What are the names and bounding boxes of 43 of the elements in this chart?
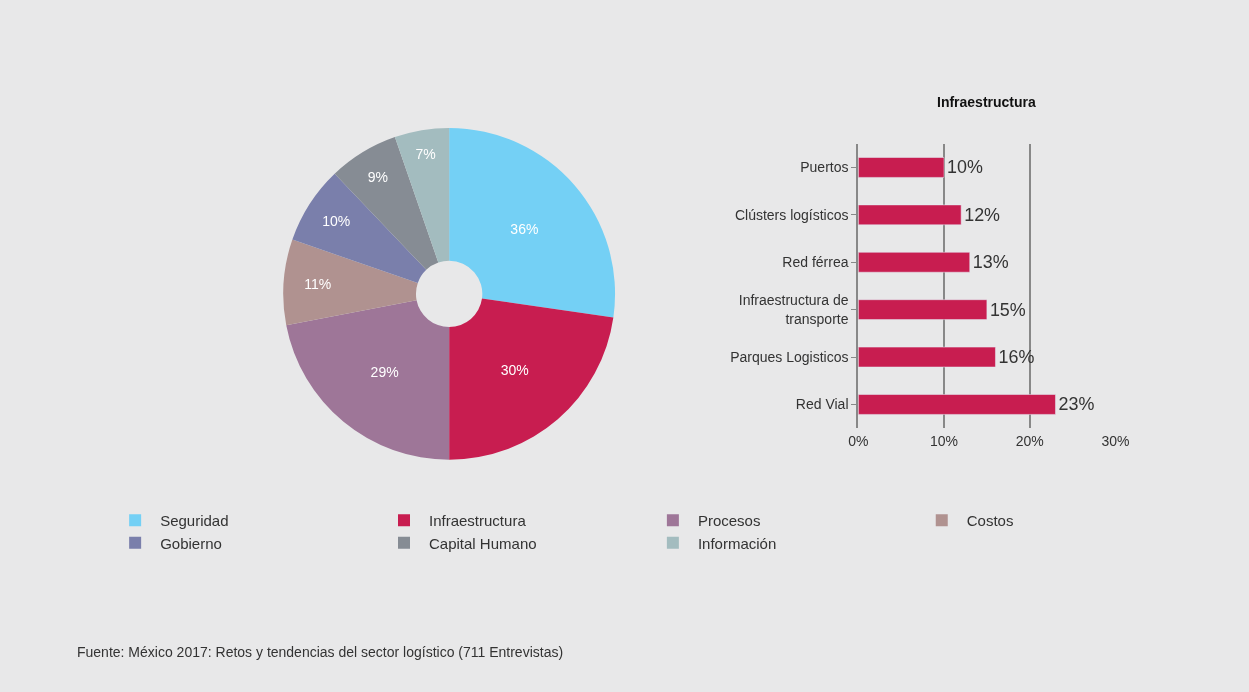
data-label: 36% <box>510 220 539 237</box>
y-tick-label: Clústers logísticos <box>734 206 849 223</box>
y-tick-label: Red férrea <box>782 254 849 271</box>
y-tick-label: Infraestructura de transporte <box>738 292 849 327</box>
legend-label: Capital Humano <box>429 534 537 552</box>
x-tick-label: 30% <box>1101 432 1130 449</box>
donut-slice <box>449 127 616 318</box>
data-label: 12% <box>964 204 1001 225</box>
legend-label: Infraestructura <box>429 512 527 530</box>
donut-slice <box>286 300 450 460</box>
legend-label: Información <box>697 534 777 552</box>
legend-label: Seguridad <box>160 512 229 530</box>
data-label: 23% <box>1058 394 1095 415</box>
bar <box>858 157 945 178</box>
data-label: 7% <box>415 145 436 162</box>
data-label: 10% <box>322 213 351 230</box>
donut-slice <box>449 298 614 460</box>
legend-label: Procesos <box>697 512 761 530</box>
data-label: 29% <box>370 364 399 381</box>
bar <box>858 252 970 273</box>
legend-label: Gobierno <box>160 534 222 552</box>
y-tick-label: Parques Logisticos <box>730 348 849 365</box>
x-tick-label: 0% <box>848 432 869 449</box>
y-tick-label: Puertos <box>800 159 849 176</box>
x-tick-label: 10% <box>930 432 959 449</box>
data-label: 30% <box>500 361 529 378</box>
bar <box>858 299 988 320</box>
data-label: 10% <box>947 157 983 178</box>
data-label: 15% <box>989 299 1026 320</box>
source-note: Fuente: México 2017: Retos y tendencias del sector logístico (711 Entrevistas) <box>77 644 564 660</box>
chart-title: Infraestructura <box>937 94 1037 110</box>
data-label: 13% <box>972 252 1009 273</box>
legend-label: Costos <box>966 512 1014 530</box>
bar <box>858 204 962 226</box>
x-tick-label: 20% <box>1015 432 1044 449</box>
bar <box>858 346 996 368</box>
data-label: 11% <box>304 276 332 293</box>
bar <box>858 394 1056 415</box>
data-label: 16% <box>998 347 1035 368</box>
data-label: 9% <box>367 169 389 186</box>
donut-slice <box>394 127 450 263</box>
y-tick-label: Red Vial <box>795 396 849 413</box>
donut-slice <box>283 239 418 326</box>
